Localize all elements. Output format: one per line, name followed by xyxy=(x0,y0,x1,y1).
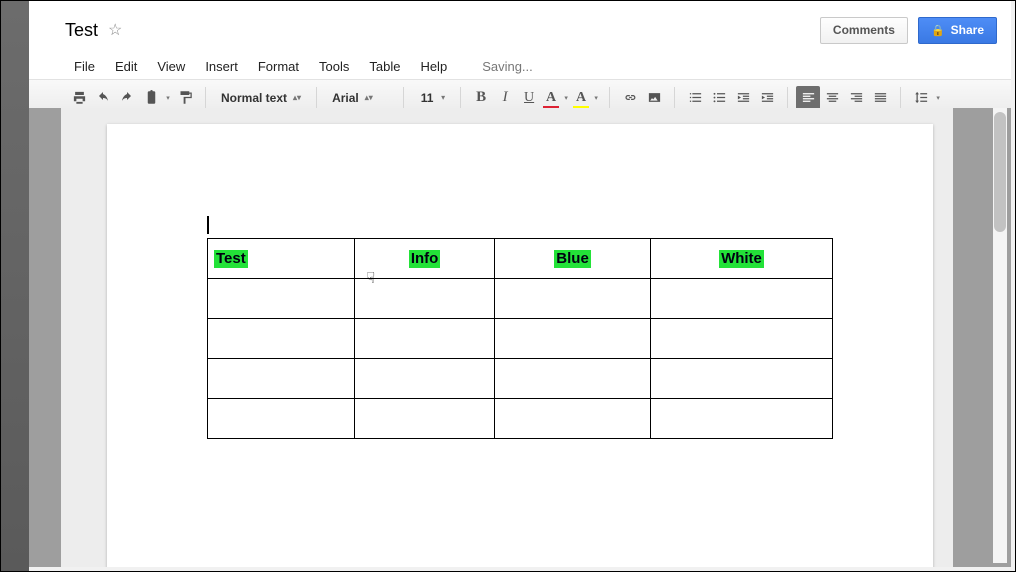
table-cell[interactable]: Blue xyxy=(495,239,651,279)
page[interactable]: Test Info Blue White xyxy=(107,124,933,567)
text-color-button[interactable]: A xyxy=(541,86,561,110)
menu-insert[interactable]: Insert xyxy=(196,56,247,77)
table-cell[interactable] xyxy=(650,319,832,359)
undo-icon[interactable] xyxy=(91,86,115,110)
table-header-cell: Info xyxy=(409,250,441,268)
menu-table[interactable]: Table xyxy=(360,56,409,77)
menu-edit[interactable]: Edit xyxy=(106,56,146,77)
chevron-down-icon: ▴▾ xyxy=(365,93,373,102)
title-bar: Test ☆ Comments 🔒 Share xyxy=(29,1,1011,53)
document-canvas[interactable]: Test Info Blue White xyxy=(29,108,1011,567)
font-size-label: 11 xyxy=(419,91,435,105)
bulleted-list-icon[interactable] xyxy=(707,86,731,110)
menu-format[interactable]: Format xyxy=(249,56,308,77)
table-header-cell: Test xyxy=(214,250,248,268)
font-family-label: Arial xyxy=(332,91,359,105)
highlight-color-dropdown-icon[interactable]: ▾ xyxy=(591,94,601,102)
table-cell[interactable] xyxy=(650,279,832,319)
os-left-strip xyxy=(1,1,29,571)
paint-format-icon[interactable] xyxy=(173,86,197,110)
paragraph-style-label: Normal text xyxy=(221,91,287,105)
highlight-color-button[interactable]: A xyxy=(571,86,591,110)
app-chrome: Test ☆ Comments 🔒 Share File Edit View I… xyxy=(29,1,1011,567)
increase-indent-icon[interactable] xyxy=(755,86,779,110)
lock-icon: 🔒 xyxy=(931,24,945,37)
redo-icon[interactable] xyxy=(115,86,139,110)
insert-image-icon[interactable] xyxy=(642,86,666,110)
chevron-down-icon: ▴▾ xyxy=(293,93,301,102)
align-center-icon[interactable] xyxy=(820,86,844,110)
vertical-scrollbar[interactable] xyxy=(993,108,1007,563)
font-size-dropdown[interactable]: 11 ▾ xyxy=(412,86,452,110)
line-spacing-dropdown-icon[interactable]: ▾ xyxy=(933,94,943,102)
save-status: Saving... xyxy=(482,59,533,74)
line-spacing-icon[interactable] xyxy=(909,86,933,110)
menu-view[interactable]: View xyxy=(148,56,194,77)
table-cell[interactable] xyxy=(355,279,495,319)
table-cell[interactable] xyxy=(495,279,651,319)
table-cell[interactable]: Test xyxy=(208,239,355,279)
decrease-indent-icon[interactable] xyxy=(731,86,755,110)
table-cell[interactable] xyxy=(495,399,651,439)
table-header-cell: White xyxy=(719,250,764,268)
bold-button[interactable]: B xyxy=(469,86,493,110)
underline-button[interactable]: U xyxy=(517,86,541,110)
table-cell[interactable]: White xyxy=(650,239,832,279)
share-button-label: Share xyxy=(951,23,984,37)
menu-help[interactable]: Help xyxy=(411,56,456,77)
app-window: Test ☆ Comments 🔒 Share File Edit View I… xyxy=(0,0,1016,572)
table-cell[interactable] xyxy=(208,319,355,359)
scrollbar-thumb[interactable] xyxy=(994,112,1006,232)
paragraph-style-dropdown[interactable]: Normal text ▴▾ xyxy=(214,86,308,110)
table-cell[interactable] xyxy=(208,359,355,399)
numbered-list-icon[interactable] xyxy=(683,86,707,110)
table-cell[interactable] xyxy=(495,359,651,399)
align-justify-icon[interactable] xyxy=(868,86,892,110)
italic-button[interactable]: I xyxy=(493,86,517,110)
menu-tools[interactable]: Tools xyxy=(310,56,358,77)
star-icon[interactable]: ☆ xyxy=(108,20,122,40)
share-button[interactable]: 🔒 Share xyxy=(918,17,997,44)
document-title[interactable]: Test xyxy=(65,20,98,41)
table-cell[interactable] xyxy=(355,399,495,439)
comments-button[interactable]: Comments xyxy=(820,17,908,44)
content-table[interactable]: Test Info Blue White xyxy=(207,238,833,439)
align-left-icon[interactable] xyxy=(796,86,820,110)
table-cell[interactable] xyxy=(355,359,495,399)
table-cell[interactable] xyxy=(495,319,651,359)
paste-dropdown-icon[interactable]: ▾ xyxy=(163,94,173,102)
table-cell[interactable] xyxy=(650,399,832,439)
menu-bar: File Edit View Insert Format Tools Table… xyxy=(29,53,1011,79)
table-cell[interactable] xyxy=(355,319,495,359)
table-cell[interactable] xyxy=(208,399,355,439)
table-cell[interactable] xyxy=(650,359,832,399)
table-cell[interactable]: Info xyxy=(355,239,495,279)
table-header-cell: Blue xyxy=(554,250,591,268)
chevron-down-icon: ▾ xyxy=(441,93,445,102)
table-cell[interactable] xyxy=(208,279,355,319)
text-color-dropdown-icon[interactable]: ▾ xyxy=(561,94,571,102)
font-family-dropdown[interactable]: Arial ▴▾ xyxy=(325,86,395,110)
menu-file[interactable]: File xyxy=(65,56,104,77)
insert-link-icon[interactable] xyxy=(618,86,642,110)
print-icon[interactable] xyxy=(67,86,91,110)
align-right-icon[interactable] xyxy=(844,86,868,110)
paste-icon[interactable] xyxy=(139,86,163,110)
text-caret xyxy=(207,216,209,234)
